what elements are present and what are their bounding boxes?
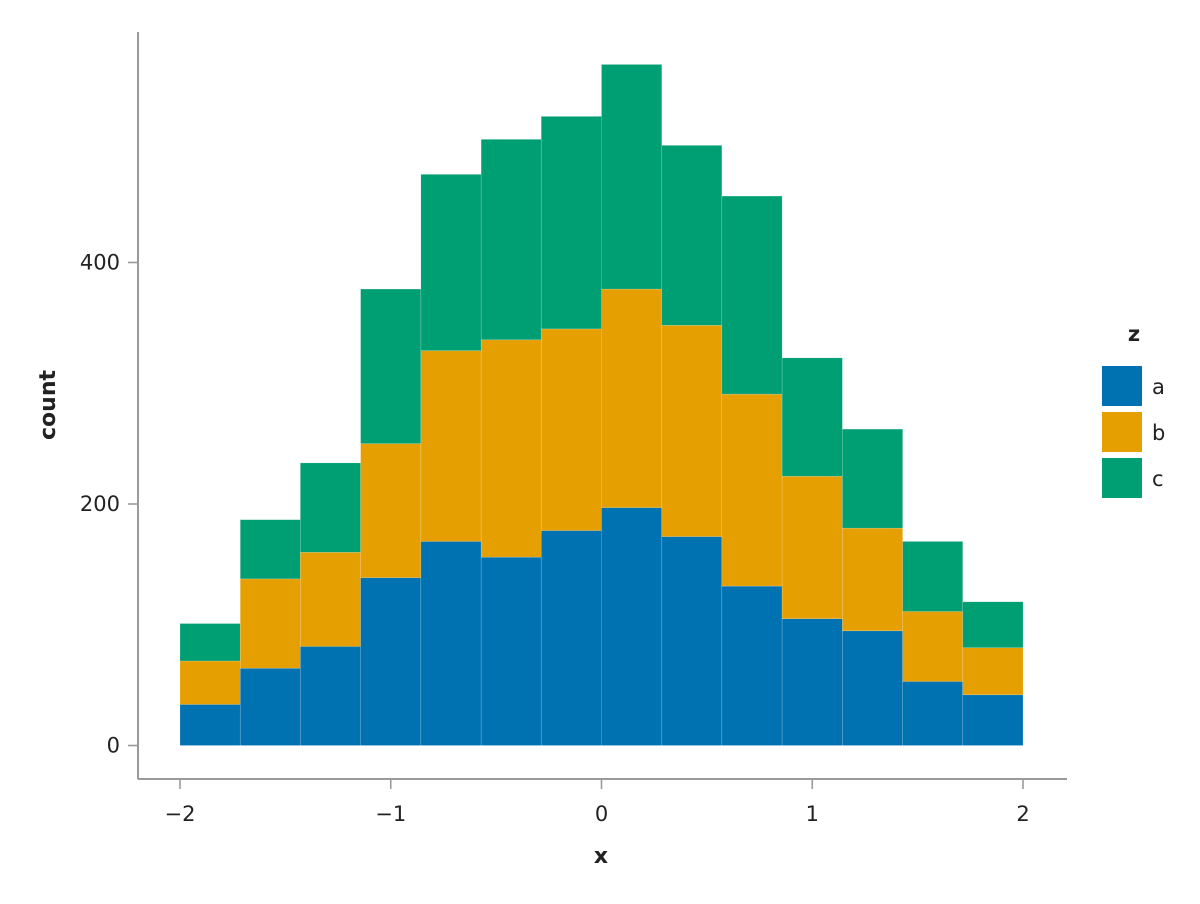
bar-b-bin-5 <box>480 339 542 558</box>
bar-a-bin-6 <box>540 530 602 746</box>
y-tick-label-2: 400 <box>80 251 120 275</box>
bar-c-bin-13 <box>962 601 1024 648</box>
bar-a-bin-1 <box>239 667 301 746</box>
legend: z abc <box>1102 322 1165 498</box>
y-tick-label-0: 0 <box>107 734 120 758</box>
y-tick-label-1: 200 <box>80 492 120 516</box>
bar-c-bin-2 <box>300 462 361 553</box>
bar-c-bin-12 <box>902 541 964 612</box>
bar-a-bin-4 <box>420 541 482 746</box>
bar-c-bin-0 <box>179 623 241 662</box>
bar-c-bin-1 <box>239 519 301 580</box>
bar-c-bin-10 <box>781 357 843 477</box>
x-tick-label-3: 1 <box>806 802 819 826</box>
legend-label-c: c <box>1152 467 1164 491</box>
bar-b-bin-1 <box>239 578 301 669</box>
bar-b-bin-10 <box>781 475 843 620</box>
bar-c-bin-11 <box>842 428 903 529</box>
x-tick-label-0: −2 <box>165 802 196 826</box>
y-axis-title: count <box>36 370 61 440</box>
bar-c-bin-3 <box>360 288 422 444</box>
bar-b-bin-0 <box>179 660 241 705</box>
bar-c-bin-5 <box>480 139 542 341</box>
bars-layer <box>179 64 1024 746</box>
bar-a-bin-8 <box>661 536 723 746</box>
legend-title: z <box>1128 322 1140 346</box>
legend-swatch-c <box>1102 458 1142 498</box>
bar-b-bin-9 <box>721 393 783 587</box>
ticks-layer: 0 200 400 −2 −1 0 1 2 <box>80 251 1030 827</box>
x-tick-label-4: 2 <box>1016 802 1029 826</box>
bar-a-bin-0 <box>179 704 241 746</box>
legend-swatch-b <box>1102 412 1142 452</box>
bar-a-bin-9 <box>721 585 783 746</box>
bar-c-bin-6 <box>540 116 602 330</box>
bar-a-bin-12 <box>902 681 964 746</box>
bar-c-bin-9 <box>721 195 783 395</box>
bar-a-bin-2 <box>300 646 361 746</box>
bar-a-bin-3 <box>360 577 422 746</box>
axes-layer <box>137 32 1067 780</box>
bar-a-bin-5 <box>480 556 542 746</box>
bar-b-bin-13 <box>962 647 1024 696</box>
x-tick-label-1: −1 <box>375 802 406 826</box>
bar-a-bin-13 <box>962 694 1024 746</box>
bar-b-bin-6 <box>540 328 602 531</box>
legend-label-b: b <box>1152 421 1165 445</box>
bar-b-bin-4 <box>420 350 482 542</box>
bar-b-bin-12 <box>902 611 964 682</box>
bar-c-bin-7 <box>601 64 663 290</box>
bar-b-bin-7 <box>601 288 663 508</box>
x-axis-title: x <box>594 844 608 869</box>
legend-swatch-a <box>1102 366 1142 406</box>
bar-b-bin-3 <box>360 443 422 578</box>
bar-b-bin-8 <box>661 324 723 537</box>
legend-items: abc <box>1102 366 1165 498</box>
bar-b-bin-2 <box>300 551 361 647</box>
x-tick-label-2: 0 <box>595 802 608 826</box>
bar-a-bin-11 <box>842 630 903 746</box>
legend-label-a: a <box>1152 375 1165 399</box>
bar-a-bin-10 <box>781 618 843 746</box>
bar-a-bin-7 <box>601 507 663 746</box>
bar-b-bin-11 <box>842 527 903 632</box>
bar-c-bin-4 <box>420 174 482 351</box>
bar-c-bin-8 <box>661 145 723 326</box>
